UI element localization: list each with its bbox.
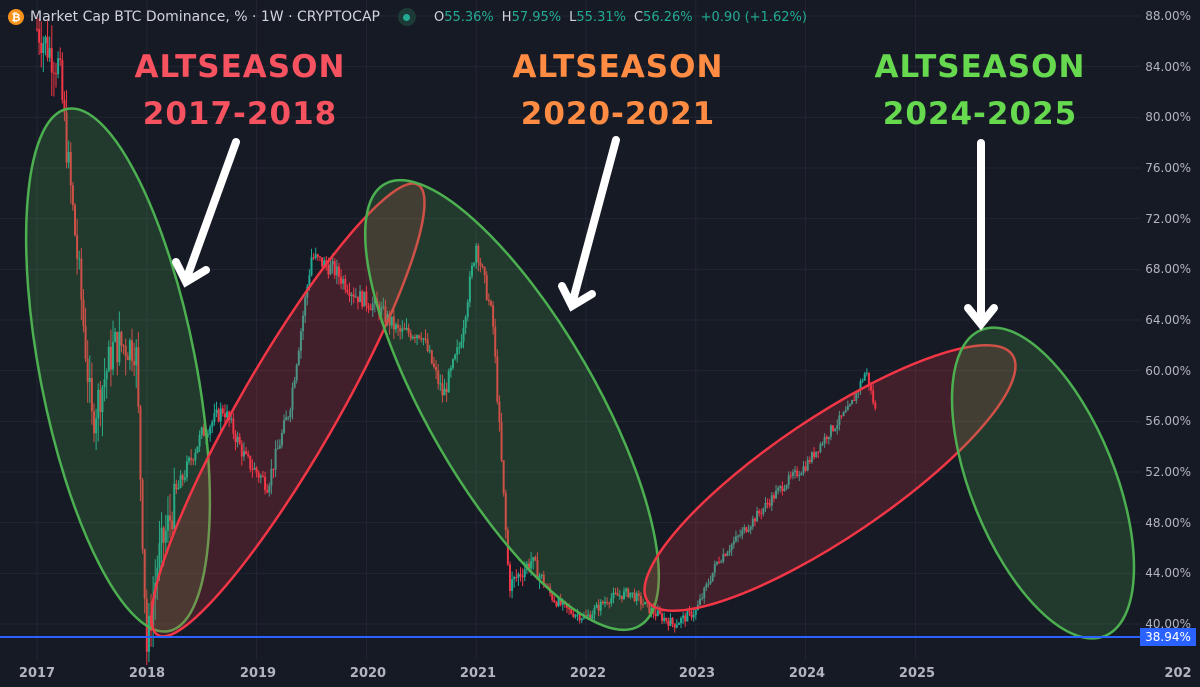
market-status-indicator[interactable] [397,8,416,26]
y-tick: 76.00% [1145,161,1191,175]
y-tick: 84.00% [1145,60,1191,74]
x-tick: 2025 [898,666,936,681]
candlestick-series [36,15,877,665]
annotation-altseason-2024-2025: ALTSEASON 2024-2025 [840,44,1120,138]
green-ellipse-2017 [24,107,212,633]
status-dot-icon [403,13,411,21]
x-tick: 2018 [128,666,166,681]
y-tick: 64.00% [1145,313,1191,327]
arrow-2020-2021-icon [558,136,620,312]
x-tick: 2023 [678,666,716,681]
y-tick: 60.00% [1145,364,1191,378]
green-ellipse-2020-2021 [363,178,661,632]
y-tick: 44.00% [1145,566,1191,580]
x-tick: 202 [1164,666,1192,681]
x-tick: 2024 [788,666,826,681]
ohlc-high: H57.95% [501,9,562,25]
ellipse-shapes [24,107,1136,640]
ohlc-low: L55.31% [569,9,626,25]
annotation-years: 2020-2021 [520,96,716,132]
red-ellipse-2022-2024 [643,344,1017,612]
y-tick: 56.00% [1145,414,1191,428]
current-price-tag: 38.94% [1140,628,1196,646]
x-tick: 2019 [239,666,277,681]
arrow-2017-2018-icon [172,138,240,288]
red-ellipse-2018-2019 [150,182,426,638]
symbol-title[interactable]: Market Cap BTC Dominance, % · 1W · CRYPT… [30,9,380,25]
annotation-altseason-2017-2018: ALTSEASON 2017-2018 [100,44,380,138]
arrow-2024-2025-icon [964,139,998,331]
x-tick: 2021 [459,666,497,681]
ohlc-change: +0.90 (+1.62%) [700,9,807,25]
x-tick: 2020 [349,666,387,681]
y-tick: 52.00% [1145,465,1191,479]
y-tick: 48.00% [1145,516,1191,530]
annotation-arrows [172,136,998,331]
annotation-title: ALTSEASON [134,49,346,85]
y-tick: 40.00% [1145,617,1191,631]
annotation-years: 2017-2018 [142,96,338,132]
ohlc-values: O55.36% H57.95% L55.31% C56.26% +0.90 (+… [434,10,807,25]
y-tick: 80.00% [1145,110,1191,124]
y-tick: 88.00% [1145,9,1191,23]
annotation-years: 2024-2025 [882,96,1078,132]
y-tick: 68.00% [1145,262,1191,276]
x-tick: 2022 [569,666,607,681]
annotation-title: ALTSEASON [874,49,1086,85]
annotation-altseason-2020-2021: ALTSEASON 2020-2021 [478,44,758,138]
annotation-title: ALTSEASON [512,49,724,85]
x-tick: 2017 [18,666,56,681]
y-tick: 72.00% [1145,212,1191,226]
ohlc-open: O55.36% [433,9,494,25]
bitcoin-icon: ₿ [8,9,24,25]
chart-header: ₿ Market Cap BTC Dominance, % · 1W · CRY… [8,5,807,29]
ohlc-close: C56.26% [633,9,693,25]
